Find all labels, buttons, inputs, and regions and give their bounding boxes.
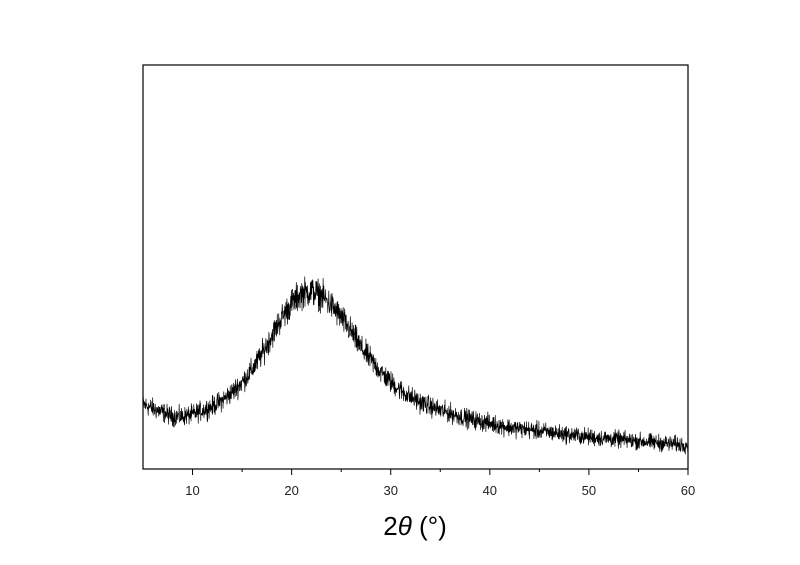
x-tick-label: 20 bbox=[284, 483, 298, 498]
x-axis-title-prefix: 2 bbox=[383, 511, 397, 541]
pattern-curve-layer bbox=[142, 276, 689, 455]
x-tick-label: 10 bbox=[185, 483, 199, 498]
xrd-pattern-line bbox=[142, 276, 689, 455]
x-axis-title: 2θ (°) bbox=[383, 511, 447, 541]
x-axis-ticks: 10 20 30 40 50 60 bbox=[185, 469, 695, 498]
x-tick-label: 30 bbox=[383, 483, 397, 498]
x-axis-title-suffix: (°) bbox=[412, 511, 447, 541]
x-tick-label: 60 bbox=[681, 483, 695, 498]
x-tick-label: 50 bbox=[582, 483, 596, 498]
x-axis-title-symbol: θ bbox=[398, 511, 412, 541]
plot-frame bbox=[142, 64, 689, 470]
x-tick-label: 40 bbox=[483, 483, 497, 498]
